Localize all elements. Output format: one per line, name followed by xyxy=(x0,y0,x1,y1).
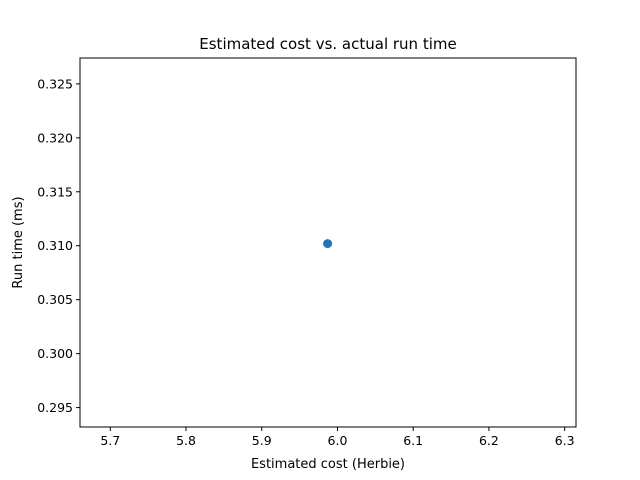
x-tick-label: 6.2 xyxy=(479,433,499,448)
y-tick-label: 0.305 xyxy=(37,292,73,307)
plot-frame xyxy=(79,57,577,428)
chart-title: Estimated cost vs. actual run time xyxy=(199,35,456,53)
data-points xyxy=(323,239,333,249)
y-tick-label: 0.320 xyxy=(37,130,73,145)
x-tick-label: 5.7 xyxy=(100,433,120,448)
y-tick-label: 0.315 xyxy=(37,184,73,199)
x-tick-label: 5.8 xyxy=(176,433,196,448)
y-tick-label: 0.310 xyxy=(37,238,73,253)
y-tick-label: 0.325 xyxy=(37,76,73,91)
x-tick-label: 6.3 xyxy=(555,433,575,448)
x-tick-label: 5.9 xyxy=(252,433,272,448)
data-point xyxy=(323,239,333,249)
y-axis-label: Run time (ms) xyxy=(11,196,26,288)
y-tick-label: 0.300 xyxy=(37,346,73,361)
y-axis-ticks: 0.295 0.300 0.305 0.310 0.315 0.320 0.325 xyxy=(37,76,80,415)
x-axis-label: Estimated cost (Herbie) xyxy=(251,457,405,472)
x-axis-ticks: 5.7 5.8 5.9 6.0 6.1 6.2 6.3 xyxy=(100,427,575,448)
y-tick-label: 0.295 xyxy=(37,400,73,415)
x-tick-label: 6.1 xyxy=(403,433,423,448)
x-tick-label: 6.0 xyxy=(328,433,348,448)
